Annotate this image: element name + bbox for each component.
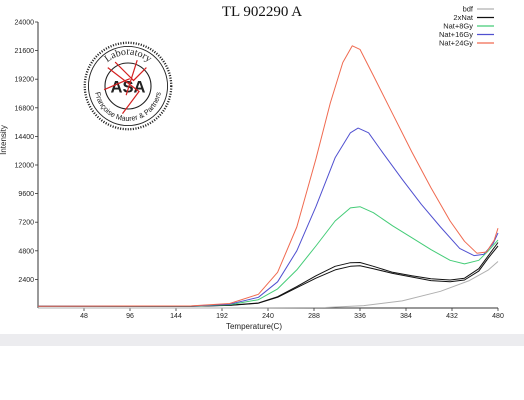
legend-label: 2xNat: [453, 13, 474, 22]
y-axis-ticks: 2400 4800 7200 9600 12000 14400 16800 19200 2160…: [15, 20, 38, 284]
y-tick-label: 24000: [15, 20, 35, 27]
series-line-nat-16gy: [37, 127, 499, 307]
y-tick-label: 16800: [15, 105, 35, 112]
y-tick-label: 19200: [15, 77, 35, 84]
chart-title: TL 902290 A: [221, 4, 303, 20]
x-tick-label: 192: [216, 313, 228, 320]
y-tick-label: 2400: [18, 277, 34, 284]
x-axis-ticks: 48 96 144 192 240 288 336 384 432 480: [80, 308, 504, 320]
y-tick-label: 9600: [18, 191, 34, 198]
x-tick-label: 432: [446, 313, 458, 320]
legend-label: bdf: [463, 5, 474, 14]
legend-label: Nat+16Gy: [439, 30, 473, 39]
y-tick-label: 4800: [18, 248, 34, 255]
x-tick-label: 48: [80, 313, 88, 320]
x-tick-label: 96: [126, 313, 134, 320]
series-line-2xnat-b: [38, 242, 499, 307]
laboratory-stamp: Laboratory Françoise Maurer & Partners A…: [83, 41, 173, 131]
y-tick-label: 7200: [18, 220, 34, 227]
y-tick-label: 12000: [15, 163, 35, 170]
y-tick-label: 14400: [15, 134, 35, 141]
signature-scribble: [103, 60, 147, 114]
x-tick-label: 288: [308, 313, 320, 320]
x-tick-label: 240: [262, 313, 274, 320]
chart-series: [37, 45, 499, 309]
footer-bar: [0, 334, 524, 346]
series-line-nat-24gy: [37, 45, 499, 307]
series-line-bdf: [38, 261, 499, 309]
y-axis-label: Intensity: [0, 125, 8, 155]
stamp-center-text: ASA: [111, 77, 146, 96]
legend-label: Nat+24Gy: [439, 39, 473, 48]
series-line-2xnat: [38, 245, 499, 307]
x-tick-label: 144: [170, 313, 182, 320]
legend-label: Nat+8Gy: [443, 22, 473, 31]
x-tick-label: 384: [400, 313, 412, 320]
x-tick-label: 480: [492, 313, 504, 320]
series-line-nat-8gy: [37, 206, 499, 307]
x-axis-label: Temperature(C): [226, 322, 282, 331]
x-tick-label: 336: [354, 313, 366, 320]
y-tick-label: 21600: [15, 48, 35, 55]
